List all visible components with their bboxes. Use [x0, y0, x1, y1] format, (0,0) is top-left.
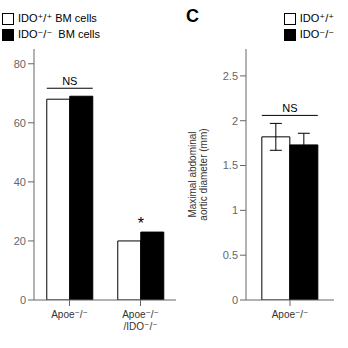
html-text:IDO⁻/⁻: IDO⁻/⁻ — [299, 28, 334, 40]
svg-text:2.5: 2.5 — [223, 70, 238, 82]
html-text:IDO⁺/⁺: IDO⁺/⁺ — [299, 12, 334, 24]
svg-text:80: 80 — [14, 58, 26, 70]
html-text:IDO⁻/⁻ BM cells: IDO⁻/⁻ BM cells — [18, 28, 100, 40]
svg-text:*: * — [138, 215, 144, 232]
svg-text:1.5: 1.5 — [223, 159, 238, 171]
svg-text:40: 40 — [14, 176, 26, 188]
html-text:C: C — [186, 6, 199, 26]
svg-text:NS: NS — [62, 75, 77, 87]
svg-text:0: 0 — [20, 294, 26, 306]
svg-text:2: 2 — [232, 115, 238, 127]
svg-text:NS: NS — [282, 102, 297, 114]
svg-text:1: 1 — [232, 204, 238, 216]
svg-text:Maximal abdominalaortic diamet: Maximal abdominalaortic diameter (mm) — [187, 128, 209, 220]
svg-text:0.5: 0.5 — [223, 249, 238, 261]
html-text:IDO⁺/⁺ BM cells: IDO⁺/⁺ BM cells — [18, 12, 97, 24]
svg-text:20: 20 — [14, 235, 26, 247]
svg-text:60: 60 — [14, 117, 26, 129]
svg-text:Apoe⁻/⁻: Apoe⁻/⁻ — [51, 309, 88, 320]
svg-text:Apoe⁻/⁻/IDO⁻/⁻: Apoe⁻/⁻/IDO⁻/⁻ — [122, 309, 159, 332]
svg-text:Apoe⁻/⁻: Apoe⁻/⁻ — [272, 309, 309, 320]
svg-text:0: 0 — [232, 294, 238, 306]
